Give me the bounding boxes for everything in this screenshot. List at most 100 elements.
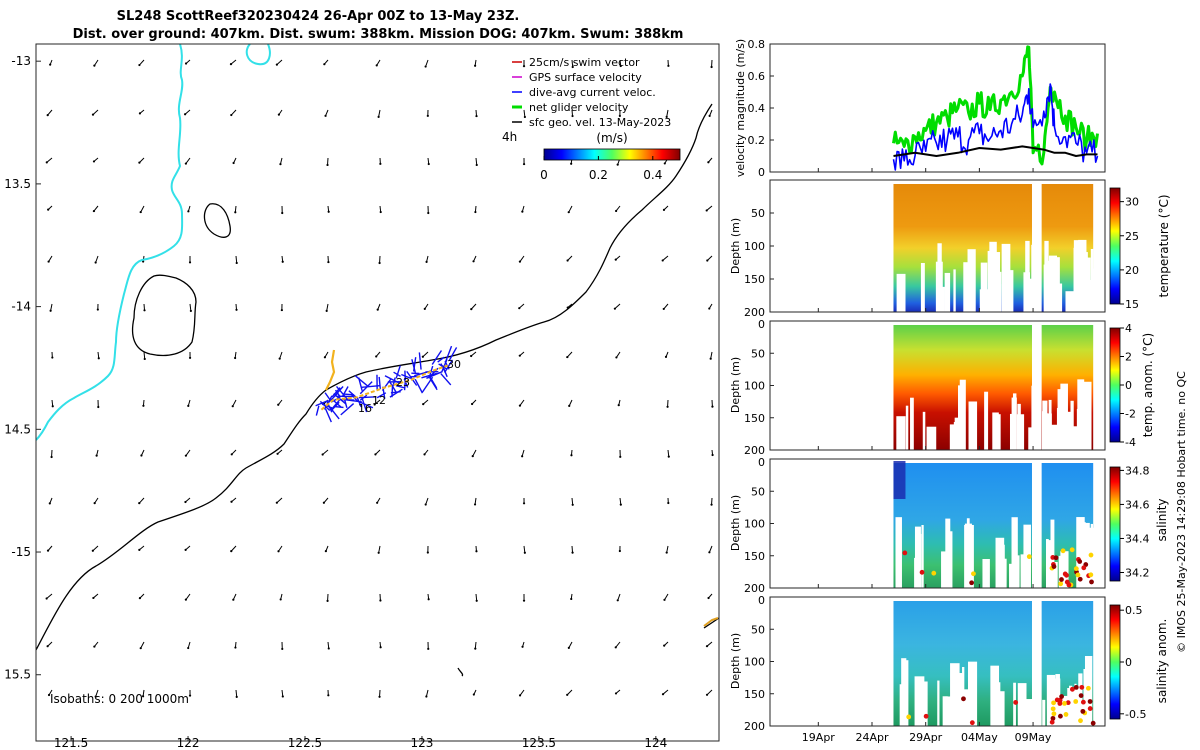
section-data-gap (1064, 411, 1072, 450)
surface-velocity-arrow (615, 641, 621, 648)
surface-velocity-arrow-head (91, 549, 94, 552)
section-data-gap (1009, 563, 1015, 588)
surface-velocity-arrow (708, 545, 713, 553)
surface-velocity-arrow-head (376, 501, 379, 504)
current-vector (358, 396, 377, 399)
section-data-point (1087, 699, 1093, 704)
time-tick-label: 19Apr (802, 731, 836, 744)
map-colorbar-tick-label: 0.4 (643, 168, 662, 182)
surface-velocity-arrow-head (570, 597, 573, 601)
time-tick-label: 09May (1015, 731, 1052, 744)
section-data-gap (922, 411, 926, 450)
reef-isobath-3 (457, 667, 464, 677)
salinity-depth-ticks: 0 50 100 150 200 (744, 456, 774, 595)
section-data-gap (1031, 244, 1034, 312)
depth-tick-label: 0 (758, 318, 765, 331)
surface-velocity-arrow-head (142, 260, 145, 263)
surface-velocity-arrow-head (522, 162, 526, 166)
surface-velocity-arrow-head (567, 211, 570, 214)
surface-velocity-arrow (566, 351, 573, 358)
section-data-gap (992, 412, 999, 450)
section-data-point (1081, 565, 1087, 571)
map-x-tick-label: 122 (177, 736, 200, 750)
section-data-gap (1051, 257, 1060, 312)
section-data-gap (967, 249, 976, 312)
surface-velocity-arrow-head (518, 404, 522, 407)
velocity-y-tick-label: 0.4 (748, 102, 766, 115)
section-data-point (923, 713, 929, 719)
track-label-30: 30 (447, 358, 461, 371)
surface-velocity-arrow-head (143, 309, 146, 312)
surface-velocity-arrow-head (571, 503, 574, 506)
section-data-gap (982, 559, 990, 588)
surface-velocity-arrow-head (376, 308, 379, 311)
current-vector (330, 398, 341, 411)
surface-velocity-arrow (571, 545, 574, 553)
surface-velocity-arrow-head (276, 452, 279, 455)
surface-velocity-arrow-head (427, 598, 430, 601)
section-data-gap (1076, 408, 1085, 450)
section-data-point (1051, 711, 1057, 717)
current-vector (361, 397, 368, 413)
section-data-gap (962, 689, 973, 726)
depth-tick-label: 0 (758, 456, 765, 469)
surface-velocity-arrow-head (373, 403, 376, 406)
surface-velocity-arrow-head (379, 646, 382, 649)
surface-velocity-arrow (568, 205, 573, 213)
colorbar-tick-label: 20 (1125, 264, 1139, 277)
section-data-gap (995, 537, 1005, 588)
section-data-gap (1024, 699, 1034, 726)
surface-velocity-arrow-head (327, 647, 330, 650)
temperature-colorbar-ticks: 30 25 20 15 (1120, 196, 1139, 311)
surface-velocity-arrow-head (327, 210, 330, 213)
surface-velocity-arrow-head (235, 261, 238, 265)
section-data-point (1088, 552, 1094, 558)
surface-velocity-arrow (667, 449, 670, 457)
surface-velocity-arrow-head (322, 501, 325, 504)
colorbar-tick-label: 34.8 (1125, 464, 1150, 477)
surface-velocity-arrow-head (474, 647, 477, 650)
section-data-point (906, 714, 912, 720)
surface-velocity-arrow-head (92, 160, 96, 163)
surface-velocity-arrow-head (235, 308, 238, 311)
salinity-depth-label: Depth (m) (729, 495, 742, 551)
surface-velocity-arrow-head (661, 259, 664, 262)
current-vector (333, 405, 344, 409)
surface-velocity-arrow-head (280, 308, 283, 312)
surface-velocity-arrow-head (51, 356, 54, 359)
surface-velocity-arrow-head (665, 115, 668, 118)
surface-velocity-arrow (47, 109, 53, 116)
title-line-2: Dist. over ground: 407km. Dist. swum: 38… (73, 27, 684, 42)
surface-velocity-arrow-head (706, 259, 709, 262)
section-data-point (969, 580, 975, 586)
depth-tick-label: 200 (744, 582, 765, 595)
surface-velocity-arrow-head (377, 551, 380, 554)
surface-velocity-arrow (92, 545, 99, 552)
surface-velocity-arrow-head (141, 695, 145, 698)
surface-velocity-arrow-head (661, 693, 665, 696)
current-vector (335, 386, 349, 401)
section-data-gap (1023, 272, 1031, 312)
surface-velocity-arrow-head (326, 163, 329, 167)
colorbar-tick-label: 30 (1125, 196, 1139, 209)
surface-velocity-arrow-head (614, 646, 617, 649)
map-colorbar-tick-label: 0 (540, 168, 548, 182)
section-data-gap (1046, 260, 1051, 312)
current-vector (391, 377, 396, 388)
surface-velocity-arrow-head (143, 357, 146, 361)
current-vector (393, 371, 401, 377)
surface-velocity-arrow (140, 205, 145, 213)
section-data-gap (1045, 539, 1049, 588)
surface-velocity-arrow-head (184, 548, 187, 551)
map-y-tick-label: 14.5 (4, 422, 31, 436)
surface-velocity-arrow-head (281, 695, 284, 698)
velocity-y-tick-label: 0 (758, 166, 765, 179)
surface-velocity-arrow-head (473, 503, 477, 506)
surface-velocity-arrow (472, 449, 477, 457)
section-data-gap (905, 405, 909, 450)
surface-velocity-arrow-head (184, 62, 188, 65)
current-vector (333, 393, 347, 405)
surface-velocity-arrow-head (709, 357, 712, 360)
section-data-gap (926, 426, 937, 450)
surface-velocity-arrow-head (374, 453, 377, 456)
